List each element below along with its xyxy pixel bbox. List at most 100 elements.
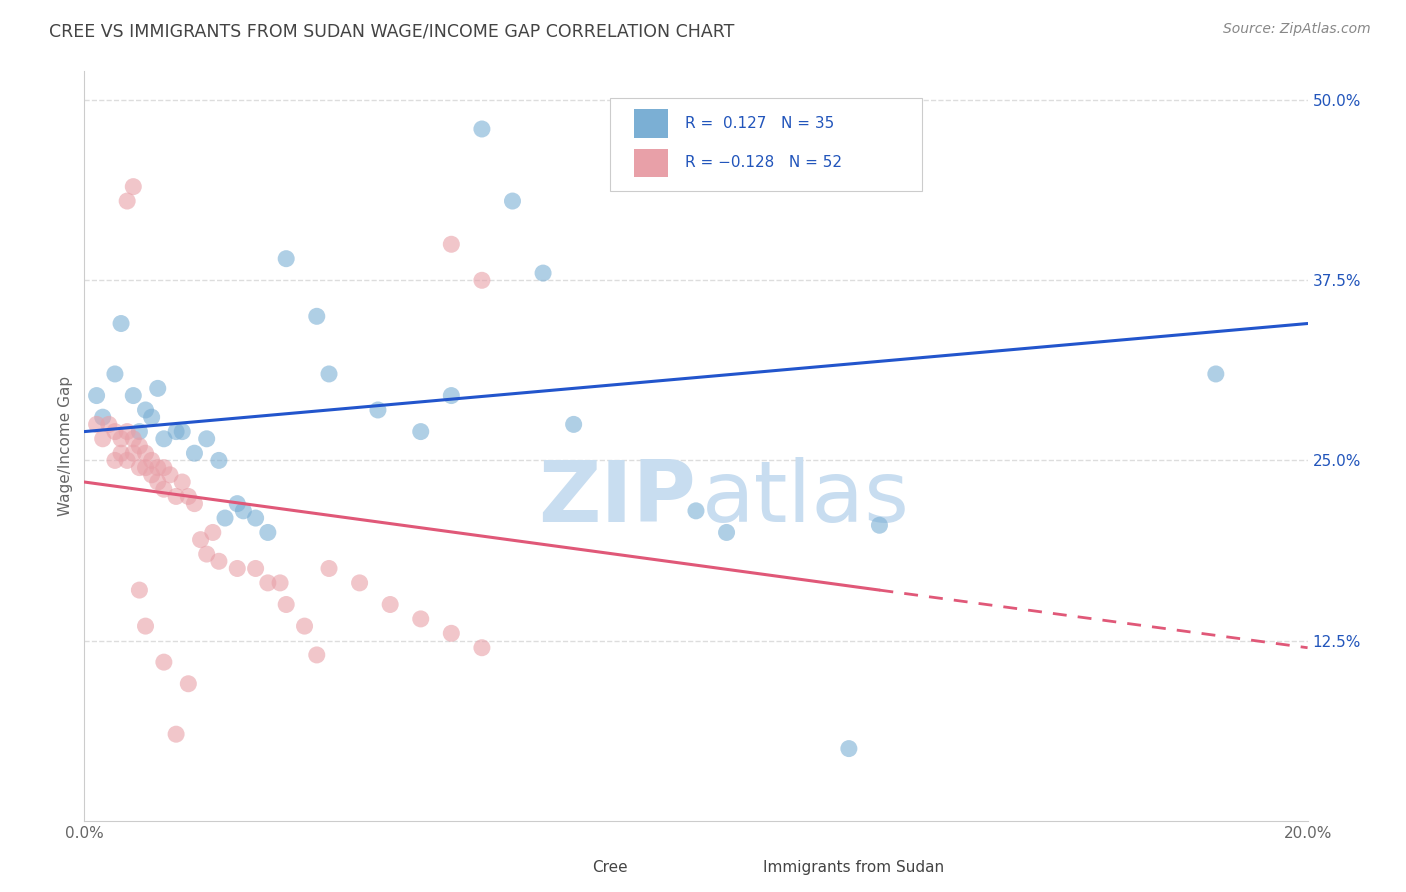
Point (122, 388, 145, 402)
Point (91, 410, 114, 425)
Point (208, 554, 231, 568)
Point (146, 381, 169, 395)
Point (153, 432, 176, 446)
Point (172, 475, 194, 489)
Text: CREE VS IMMIGRANTS FROM SUDAN WAGE/INCOME GAP CORRELATION CHART: CREE VS IMMIGRANTS FROM SUDAN WAGE/INCOM… (49, 22, 734, 40)
Point (104, 453, 127, 467)
Point (104, 425, 127, 439)
Point (440, 626, 463, 640)
Point (172, 425, 194, 439)
Point (838, 741, 860, 756)
Point (177, 677, 200, 691)
Point (245, 561, 267, 575)
FancyBboxPatch shape (720, 854, 755, 880)
Point (141, 410, 163, 425)
Point (318, 561, 340, 575)
Point (183, 497, 205, 511)
Point (531, 266, 554, 280)
Point (135, 446, 157, 460)
Point (294, 619, 316, 633)
Point (318, 367, 340, 381)
Point (135, 619, 157, 633)
Point (226, 497, 249, 511)
Point (440, 388, 463, 402)
Point (104, 367, 127, 381)
Point (409, 612, 432, 626)
Point (165, 727, 187, 741)
Text: ZIP: ZIP (538, 457, 696, 540)
Point (214, 511, 236, 525)
Point (128, 439, 150, 453)
Point (159, 467, 181, 482)
Point (471, 640, 494, 655)
Point (305, 310, 328, 324)
Point (122, 446, 145, 460)
Point (245, 511, 267, 525)
Text: Cree: Cree (592, 860, 627, 874)
Point (269, 575, 291, 590)
Point (122, 432, 145, 446)
Point (226, 561, 249, 575)
Y-axis label: Wage/Income Gap: Wage/Income Gap (58, 376, 73, 516)
FancyBboxPatch shape (634, 109, 668, 137)
Point (165, 425, 187, 439)
Point (276, 252, 298, 266)
Point (208, 453, 231, 467)
Point (1205, 367, 1227, 381)
Point (440, 237, 463, 252)
Text: R =  0.127   N = 35: R = 0.127 N = 35 (685, 116, 834, 131)
FancyBboxPatch shape (634, 149, 668, 178)
Point (153, 460, 176, 475)
Point (257, 525, 280, 540)
FancyBboxPatch shape (610, 97, 922, 191)
Point (146, 475, 169, 489)
Point (115, 425, 138, 439)
Point (349, 575, 371, 590)
Point (135, 403, 157, 417)
Text: Source: ZipAtlas.com: Source: ZipAtlas.com (1223, 22, 1371, 37)
Point (685, 504, 707, 518)
Point (232, 504, 254, 518)
Point (305, 648, 328, 662)
Text: Immigrants from Sudan: Immigrants from Sudan (763, 860, 945, 874)
Point (115, 194, 138, 208)
Point (409, 425, 432, 439)
Point (367, 403, 389, 417)
Text: R = −0.128   N = 52: R = −0.128 N = 52 (685, 155, 842, 170)
Point (97, 417, 120, 432)
Point (165, 490, 187, 504)
Point (183, 446, 205, 460)
Point (128, 583, 150, 598)
Point (380, 598, 402, 612)
Point (128, 425, 150, 439)
Point (91, 432, 114, 446)
Point (115, 453, 138, 467)
Text: atlas: atlas (702, 457, 910, 540)
Point (195, 432, 218, 446)
Point (135, 460, 157, 475)
Point (471, 122, 494, 136)
Point (471, 273, 494, 287)
Point (153, 482, 176, 496)
Point (141, 467, 163, 482)
FancyBboxPatch shape (550, 854, 583, 880)
Point (122, 179, 145, 194)
Point (141, 453, 163, 467)
Point (86, 388, 108, 402)
Point (86, 417, 108, 432)
Point (110, 432, 132, 446)
Point (195, 547, 218, 561)
Point (146, 460, 169, 475)
Point (201, 525, 224, 540)
Point (128, 460, 150, 475)
Point (502, 194, 524, 208)
Point (716, 525, 738, 540)
Point (110, 446, 132, 460)
Point (110, 317, 132, 331)
Point (177, 490, 200, 504)
Point (869, 518, 891, 533)
Point (562, 417, 585, 432)
Point (190, 533, 212, 547)
Point (276, 598, 298, 612)
Point (153, 655, 176, 669)
